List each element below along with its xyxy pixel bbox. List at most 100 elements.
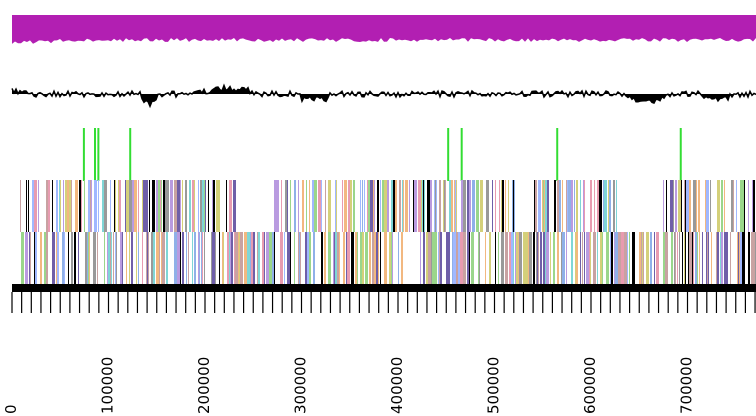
- gene-stripe: [116, 232, 117, 284]
- gene-stripe: [432, 232, 435, 284]
- gene-stripe: [143, 180, 145, 232]
- gene-stripe: [599, 180, 602, 232]
- gene-stripe: [351, 232, 354, 284]
- gene-stripe: [740, 180, 743, 232]
- gene-stripe: [272, 232, 274, 284]
- gene-stripe: [597, 232, 598, 284]
- gene-stripe: [613, 180, 615, 232]
- gene-stripe: [373, 180, 374, 232]
- gene-stripe: [71, 232, 73, 284]
- gene-stripe: [731, 180, 733, 232]
- axis-bar: [12, 284, 756, 292]
- gene-stripe: [20, 180, 21, 232]
- gene-stripe: [576, 180, 578, 232]
- tick-label: 700000: [678, 357, 696, 414]
- gene-stripe: [214, 180, 215, 232]
- gene-stripe: [699, 232, 700, 284]
- gene-stripe: [505, 180, 506, 232]
- gene-stripe: [602, 232, 603, 284]
- forward-strand-genes-track: [20, 180, 755, 232]
- gene-stripe: [377, 180, 379, 232]
- gene-stripe: [597, 180, 599, 232]
- gc-skew-band: [12, 15, 756, 44]
- gene-stripe: [736, 180, 737, 232]
- gene-stripe: [88, 180, 91, 232]
- gene-stripe: [562, 180, 563, 232]
- gene-stripe: [717, 180, 720, 232]
- gene-stripe: [706, 180, 709, 232]
- gene-stripe: [688, 232, 689, 284]
- gene-stripe: [348, 180, 351, 232]
- gene-stripe: [511, 232, 513, 284]
- gene-stripe: [281, 180, 282, 232]
- gene-stripe: [156, 180, 158, 232]
- gene-stripe: [170, 180, 173, 232]
- gene-stripe: [160, 180, 161, 232]
- gene-stripe: [435, 180, 436, 232]
- gene-stripe: [480, 180, 483, 232]
- gene-stripe: [201, 232, 202, 284]
- gene-stripe: [277, 180, 279, 232]
- gene-stripe: [212, 232, 215, 284]
- gene-stripe: [616, 180, 617, 232]
- gene-stripe: [632, 232, 633, 284]
- gene-stripe: [94, 180, 97, 232]
- gene-stripe: [30, 232, 31, 284]
- gene-stripe: [231, 232, 233, 284]
- gene-stripe: [650, 232, 652, 284]
- gene-stripe: [639, 232, 641, 284]
- gene-stripe: [453, 232, 456, 284]
- gene-stripe: [427, 180, 429, 232]
- gene-stripe: [192, 232, 193, 284]
- gene-stripe: [423, 180, 424, 232]
- gene-stripe: [534, 180, 535, 232]
- gene-stripe: [550, 232, 551, 284]
- gene-stripe: [202, 180, 204, 232]
- gene-stripe: [467, 232, 470, 284]
- gene-stripe: [624, 232, 627, 284]
- gene-stripe: [686, 180, 689, 232]
- gene-stripe: [108, 232, 109, 284]
- gc-skew-track: [12, 15, 756, 44]
- gene-stripe: [523, 232, 526, 284]
- gene-stripe: [725, 232, 728, 284]
- gene-stripe: [403, 180, 404, 232]
- tick-label: 100000: [99, 357, 117, 414]
- gene-stripe: [685, 232, 686, 284]
- gene-stripe: [594, 180, 595, 232]
- gene-stripe: [216, 180, 219, 232]
- gene-stripe: [717, 232, 719, 284]
- gene-stripe: [519, 232, 522, 284]
- gene-stripe: [229, 232, 230, 284]
- gene-stripe: [110, 180, 111, 232]
- gene-stripe: [258, 232, 260, 284]
- gene-stripe: [451, 180, 453, 232]
- tick-label: 500000: [485, 357, 503, 414]
- gene-stripe: [444, 180, 445, 232]
- gene-stripe: [97, 232, 98, 284]
- gene-stripe: [247, 232, 250, 284]
- gene-stripe: [98, 180, 99, 232]
- gene-stripe: [673, 180, 674, 232]
- gene-stripe: [222, 232, 223, 284]
- gene-stripe: [693, 180, 696, 232]
- gene-stripe: [604, 180, 607, 232]
- tick-label: 200000: [195, 357, 213, 414]
- gene-stripe: [269, 232, 272, 284]
- gene-stripe: [752, 232, 755, 284]
- gene-stripe: [698, 180, 700, 232]
- gene-stripe: [362, 232, 364, 284]
- gene-stripe: [233, 180, 236, 232]
- gene-stripe: [115, 232, 116, 284]
- gene-stripe: [182, 232, 184, 284]
- gene-stripe: [149, 180, 150, 232]
- gene-stripe: [553, 232, 555, 284]
- gene-stripe: [380, 180, 381, 232]
- gene-stripe: [32, 180, 34, 232]
- gene-stripe: [469, 232, 470, 284]
- gene-stripe: [38, 180, 39, 232]
- gene-stripe: [264, 232, 265, 284]
- gene-stripe: [439, 180, 441, 232]
- gene-stripe: [467, 180, 469, 232]
- gene-stripe: [463, 180, 466, 232]
